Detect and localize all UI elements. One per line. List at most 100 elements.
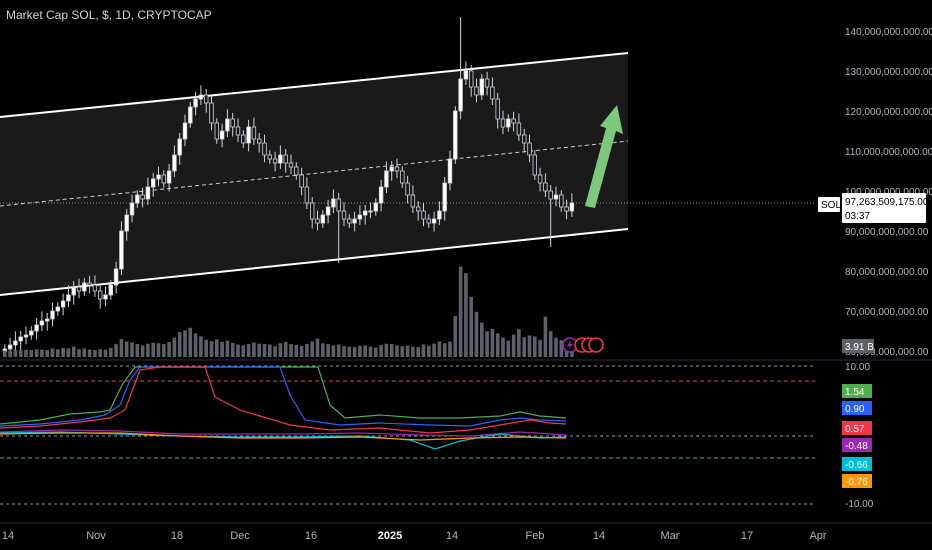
candle-up (219, 130, 225, 140)
candle-up (331, 198, 336, 208)
candle-up (506, 118, 511, 128)
volume-bar (114, 344, 118, 357)
candle-down (235, 126, 241, 136)
volume-bar (130, 342, 134, 357)
candle-down (294, 166, 299, 176)
volume-bar (347, 346, 352, 357)
candle-down (426, 218, 431, 224)
candle-down (87, 282, 92, 286)
volume-bar (246, 344, 251, 357)
volume-bar (379, 344, 383, 357)
candle-up (325, 206, 331, 216)
candle-down (251, 126, 257, 140)
volume-bar (66, 348, 71, 357)
volume-bar (501, 337, 505, 357)
time-axis-label: 14 (446, 530, 458, 542)
volume-bar (421, 344, 426, 357)
channel-mid-line (0, 140, 629, 207)
candle-down (230, 118, 235, 128)
stoch-green-line (0, 366, 567, 425)
channel-lower-line (0, 228, 629, 296)
volume-bar (29, 350, 34, 357)
volume-bar (109, 347, 113, 357)
indicator-badge-bg (842, 474, 872, 488)
volume-bar (209, 341, 214, 357)
volume-bar (183, 330, 187, 357)
price-tick-label: 90,000,000,000.00 (845, 227, 929, 238)
candle-up (71, 286, 76, 296)
volume-bar (522, 337, 526, 357)
candle-down (468, 70, 474, 88)
candle-up (45, 318, 50, 322)
indicator-top-label: 10.00 (845, 362, 870, 373)
volume-bar (18, 350, 23, 357)
candle-up (60, 300, 66, 308)
candle-down (400, 170, 405, 184)
volume-bar (204, 339, 208, 357)
candle-up (66, 294, 71, 302)
indicator-badge-bg (842, 384, 872, 398)
volume-bar (82, 348, 87, 357)
volume-bar (506, 340, 511, 357)
price-tick-label: 100,000,000,000.00 (845, 187, 932, 198)
volume-bar (517, 329, 521, 357)
candle-up (362, 210, 368, 216)
candle-up (278, 154, 283, 164)
candle-up (113, 268, 119, 286)
candle-up (39, 320, 45, 326)
candle-down (511, 118, 516, 124)
volume-bar (358, 345, 362, 357)
volume-bar (427, 345, 431, 357)
candle-up (23, 334, 29, 338)
candle-down (522, 134, 527, 144)
volume-bar (220, 341, 224, 357)
candle-down (209, 102, 214, 124)
volume-bar (485, 331, 489, 357)
candle-up (124, 214, 129, 232)
volume-bar (368, 346, 373, 357)
stoch-red-line (0, 366, 567, 434)
candle-up (225, 118, 230, 132)
volume-bar (416, 347, 420, 357)
indicator-badge-value: -0.66 (845, 460, 868, 471)
candle-down (92, 284, 98, 292)
volume-bar (538, 339, 542, 357)
volume-bar (400, 346, 405, 357)
volume-bar (299, 345, 304, 357)
time-axis-label: Nov (86, 530, 106, 542)
candle-up (463, 70, 469, 80)
indicator-badge-value: 0.90 (845, 404, 865, 415)
candle-up (29, 330, 34, 336)
symbol-label-bg (818, 197, 840, 212)
volume-bar (405, 345, 410, 357)
volume-bar (177, 332, 182, 357)
candle-down (315, 218, 320, 224)
volume-bar (458, 266, 463, 357)
volume-bar (93, 350, 97, 357)
volume-bar (13, 350, 18, 357)
candle-up (378, 186, 384, 204)
indicator-badge-value: 0.57 (845, 424, 865, 435)
volume-bar (548, 331, 553, 357)
time-axis-label: 18 (171, 530, 183, 542)
volume-bar (103, 349, 108, 357)
candle-down (495, 98, 500, 120)
volume-bar (543, 316, 548, 357)
candle-up (320, 214, 325, 224)
projection-arrow (585, 105, 623, 208)
candle-up (198, 94, 204, 100)
volume-bar (289, 344, 293, 357)
volume-bar (146, 343, 150, 357)
candle-up (373, 202, 378, 212)
volume-bar (199, 336, 203, 357)
volume-bar (34, 349, 39, 357)
volume-bar (40, 349, 44, 357)
volume-bar (411, 346, 415, 357)
candle-up (182, 122, 188, 140)
candle-down (394, 166, 400, 172)
volume-bar (331, 345, 336, 357)
candle-up (177, 138, 182, 156)
volume-bar (533, 336, 537, 357)
